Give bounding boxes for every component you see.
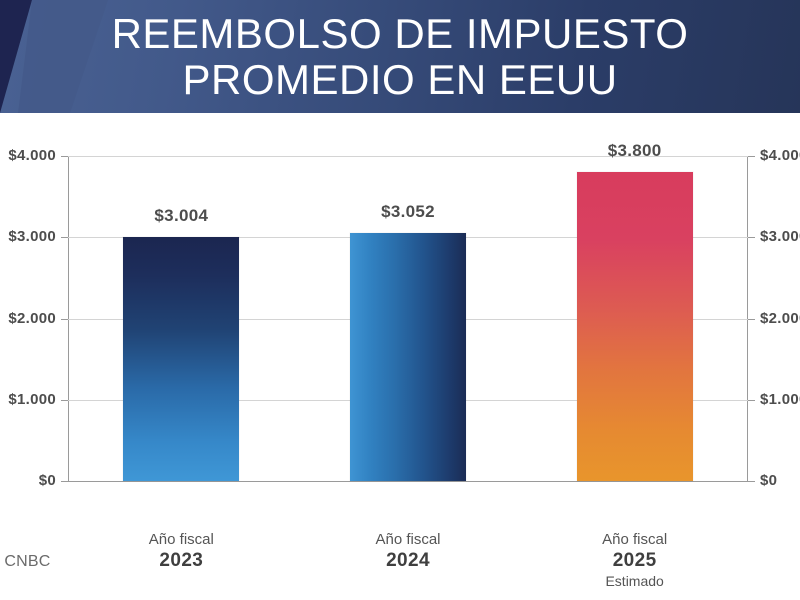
source-label: e: CNBC (0, 553, 51, 570)
y-axis-label-right-0: $0 (760, 472, 778, 489)
page-title-line-1: REEMBOLSO DE IMPUESTO (111, 9, 689, 57)
y-tick-left-3000 (61, 237, 68, 239)
header-banner: REEMBOLSO DE IMPUESTO PROMEDIO EN EEUU (0, 0, 800, 113)
y-tick-right-1000 (748, 399, 755, 401)
bar-value-label-2024: $3.052 (381, 202, 435, 222)
y-tick-right-4000 (748, 156, 755, 157)
x-axis-label-note-2025: Estimado (605, 573, 664, 589)
bar-value-label-2025: $3.800 (607, 141, 662, 161)
y-axis-label-right-1000: $1.000 (760, 390, 800, 408)
x-axis-label-top-2025: Año fiscal (602, 531, 668, 548)
bar-fill-2025 (576, 172, 693, 481)
y-axis-label-right-3000: $3.000 (760, 228, 800, 246)
plot-area: $0 $0 $1.000 $1.000 $2.000 $2.000 $3.000 $3.000… (8, 141, 800, 589)
x-axis-label-2024: Año fiscal 2024 (310, 530, 506, 572)
y-axis-label-left-3000: $3.000 (8, 228, 56, 246)
y-tick-left-2000 (61, 318, 68, 320)
y-tick-left-4000 (61, 156, 68, 157)
gridline-0 (68, 481, 748, 482)
x-axis-label-year-2024: 2024 (386, 550, 430, 571)
y-axis-label-left-1000: $1.000 (8, 390, 56, 408)
x-axis-label-year-2025: 2025 (612, 550, 657, 571)
y-tick-left-0 (61, 481, 68, 482)
y-tick-left-1000 (61, 399, 68, 401)
page-title-line-2: PROMEDIO EN EEUU (182, 55, 618, 103)
bar-2023[interactable]: $3.004 (123, 206, 240, 481)
x-axis-label-2025: Año fiscal 2025 Estimado (537, 530, 733, 591)
y-axis-label-left-2000: $2.000 (8, 309, 56, 327)
bar-value-label-2023: $3.004 (154, 205, 209, 225)
x-axis-label-2023: Año fiscal 2023 (83, 530, 279, 572)
y-tick-right-3000 (748, 237, 755, 239)
y-tick-right-2000 (748, 318, 755, 320)
bar-2024[interactable]: $3.052 (350, 202, 466, 481)
bar-2025[interactable]: $3.800 (576, 141, 693, 481)
bar-fill-2023 (123, 236, 240, 481)
y-axis-label-right-4000: $4.000 (760, 147, 800, 164)
bar-fill-2024 (350, 233, 466, 481)
y-axis-label-left-0: $0 (38, 472, 56, 489)
page-title: REEMBOLSO DE IMPUESTO PROMEDIO EN EEUU (0, 0, 800, 113)
x-axis-label-year-2023: 2023 (159, 550, 204, 571)
y-tick-right-0 (748, 481, 755, 482)
chart-container: $0 $0 $1.000 $1.000 $2.000 $2.000 $3.000 $3.000… (0, 113, 800, 600)
y-axis-label-right-2000: $2.000 (760, 309, 800, 327)
y-axis-label-left-4000: $4.000 (8, 147, 56, 164)
x-axis-label-top-2023: Año fiscal (148, 531, 214, 548)
x-axis-label-top-2024: Año fiscal (375, 531, 441, 548)
gridline-4000 (68, 156, 748, 157)
